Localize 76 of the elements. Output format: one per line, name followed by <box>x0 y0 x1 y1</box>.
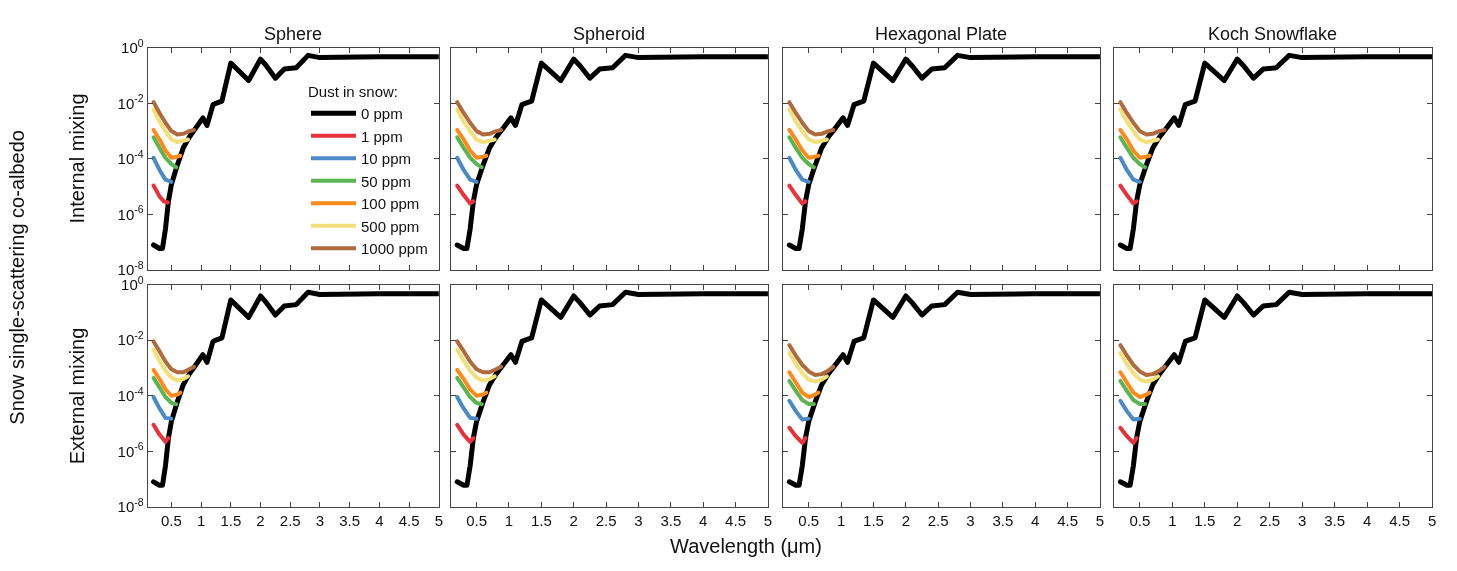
x-tick-label: 5 <box>1427 511 1437 529</box>
chart-title: Spheroid <box>573 24 646 44</box>
legend-label: 0 ppm <box>360 105 403 123</box>
x-tick-label: 0.5 <box>160 511 182 529</box>
y-tick-label: 10$^{-4}$ <box>117 384 144 404</box>
x-tick-label: 2.5 <box>927 511 949 529</box>
y-tick-label: 10$^{0}$ <box>121 36 144 56</box>
y-tick-label: 10$^{-6}$ <box>117 203 144 223</box>
x-tick-label: 2 <box>1233 511 1242 529</box>
line-series <box>151 422 171 444</box>
x-tick-label: 5 <box>763 511 773 529</box>
x-tick-label: 1 <box>836 511 846 529</box>
x-tick-label: 3.5 <box>1324 511 1346 529</box>
x-tick-label: 1 <box>504 511 514 529</box>
y-tick-label: 10$^{-2}$ <box>117 329 144 349</box>
x-tick-label: 4 <box>375 511 384 529</box>
line-series <box>151 107 191 145</box>
line-series <box>151 155 174 184</box>
x-tick-label: 2.5 <box>595 511 617 529</box>
legend-label: 500 ppm <box>360 217 420 235</box>
line-series <box>151 135 179 170</box>
x-tick-label: 4 <box>1362 511 1372 529</box>
legend-label: 100 ppm <box>360 195 420 213</box>
x-tick-label: 0.5 <box>1129 511 1151 529</box>
legend-label: 50 ppm <box>360 172 412 190</box>
y-tick-label: 10$^{-4}$ <box>117 147 144 168</box>
x-tick-label: 3 <box>1298 511 1307 529</box>
x-tick-label: 4.5 <box>1057 511 1078 529</box>
y-tick-label: 10$^{-8}$ <box>117 495 144 516</box>
chart-title: Koch Snowflake <box>1208 24 1338 44</box>
legend-label: 1000 ppm <box>360 240 428 258</box>
line-series <box>151 339 196 375</box>
legend-label: 10 ppm <box>360 150 412 168</box>
line-series <box>151 100 196 137</box>
line-series <box>151 395 174 421</box>
x-tick-label: 2 <box>901 511 910 529</box>
line-series <box>151 127 183 160</box>
x-tick-label: 0.5 <box>798 511 820 529</box>
chart-title: Hexagonal Plate <box>875 24 1008 44</box>
x-tick-label: 3.5 <box>339 511 361 529</box>
x-tick-label: 2 <box>256 511 265 529</box>
x-tick-label: 2 <box>569 511 578 529</box>
legend-label: 1 ppm <box>360 127 403 145</box>
legend-title: Dust in snow: <box>307 83 399 101</box>
x-tick-label: 0.5 <box>466 511 488 529</box>
line-series <box>151 183 170 205</box>
y-tick-label: 10$^{-6}$ <box>117 440 144 460</box>
chart-title: Sphere <box>264 24 323 44</box>
line-series <box>151 347 191 383</box>
x-tick-label: 4 <box>1031 511 1040 529</box>
x-tick-label: 1.5 <box>863 511 884 529</box>
x-tick-label: 1.5 <box>1194 511 1216 529</box>
x-tick-label: 3 <box>315 511 325 529</box>
text: Snow single-scattering co-albedo <box>6 130 29 425</box>
x-tick-label: 1 <box>1168 511 1177 529</box>
x-axis-title: Wavelength (μm) <box>670 535 822 557</box>
x-tick-label: 4.5 <box>1389 511 1411 529</box>
x-tick-label: 1 <box>196 511 206 529</box>
x-tick-label: 2.5 <box>279 511 301 529</box>
x-tick-label: 5 <box>1095 511 1105 529</box>
x-tick-label: 2.5 <box>1259 511 1281 529</box>
x-tick-label: 1.5 <box>220 511 242 529</box>
x-tick-label: 5 <box>434 511 443 529</box>
y-tick-label: 10$^{-2}$ <box>117 92 144 112</box>
y-axis-title: Internal mixing <box>65 93 88 224</box>
x-tick-label: 1.5 <box>530 511 552 529</box>
x-tick-label: 3 <box>966 511 975 529</box>
y-axis-title: External mixing <box>65 327 88 465</box>
x-tick-label: 3 <box>634 511 643 529</box>
x-tick-label: 4 <box>699 511 708 529</box>
x-tick-label: 4.5 <box>725 511 746 529</box>
x-tick-label: 3.5 <box>992 511 1014 529</box>
x-tick-label: 3.5 <box>660 511 682 529</box>
line-series <box>151 367 183 398</box>
x-tick-label: 4.5 <box>398 511 420 529</box>
line-series <box>151 375 179 407</box>
